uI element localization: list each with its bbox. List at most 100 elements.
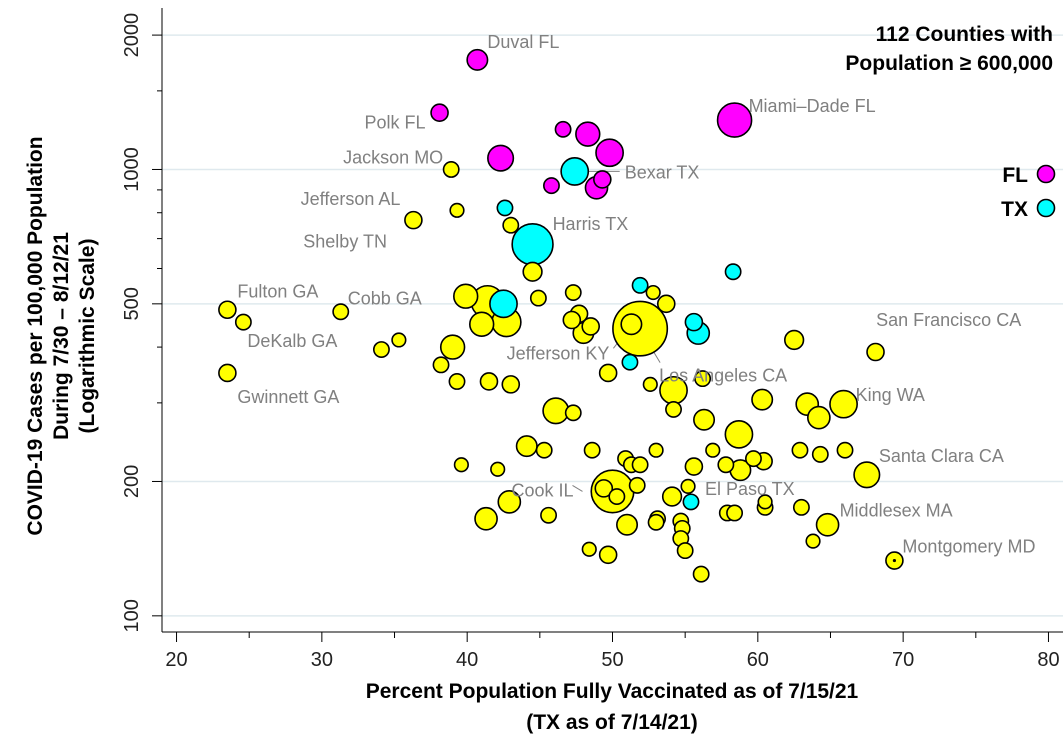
- point-el-paso-tx: [682, 493, 700, 511]
- label-san-francisco-ca: San Francisco CA: [876, 310, 1021, 330]
- point-other: [807, 405, 831, 430]
- point-other: [515, 435, 538, 458]
- label-jackson-mo: Jackson MO: [343, 147, 443, 167]
- label-jefferson-al: Jefferson AL: [301, 189, 401, 209]
- point-santa-clara-ca: [853, 461, 881, 489]
- point-other: [453, 457, 469, 473]
- point-other: [598, 363, 618, 383]
- chart-title: 112 Counties with Population ≥ 600,000: [845, 23, 1053, 75]
- point-other: [792, 498, 810, 516]
- label-polk-fl: Polk FL: [365, 113, 426, 133]
- point-other: [448, 373, 466, 390]
- point-other: [665, 400, 682, 418]
- point-other: [642, 376, 658, 392]
- point-bexar-tx: [560, 157, 590, 186]
- point-other: [501, 375, 521, 394]
- label-santa-clara-ca: Santa Clara CA: [879, 446, 1004, 466]
- label-jefferson-ky: Jefferson KY: [507, 343, 610, 363]
- legend: FL TX: [1001, 164, 1056, 221]
- point-other: [680, 478, 696, 494]
- point-other: [791, 441, 809, 459]
- point-other: [661, 486, 683, 507]
- point-tx: [724, 263, 742, 281]
- label-los-angeles-ca: Los Angeles CA: [659, 366, 787, 386]
- point-fulton-ga: [218, 300, 237, 320]
- point-other: [564, 404, 582, 422]
- point-other: [432, 356, 450, 374]
- point-other: [757, 494, 773, 510]
- gridlines: [162, 34, 1063, 617]
- label-bexar-tx: Bexar TX: [625, 162, 700, 182]
- point-other: [647, 513, 665, 531]
- point-jackson-mo: [442, 161, 460, 178]
- point-other: [598, 545, 618, 565]
- legend-label-tx: TX: [1001, 198, 1028, 221]
- label-fulton-ga: Fulton GA: [237, 282, 318, 302]
- point-other: [805, 533, 821, 549]
- point-other: [522, 261, 543, 282]
- point-middlesex-ma: [815, 512, 840, 537]
- point-other: [608, 488, 626, 506]
- legend-swatch-fl: [1036, 164, 1056, 184]
- point-other: [717, 456, 735, 474]
- point-san-francisco-ca: [784, 329, 805, 351]
- point-polk-fl: [430, 103, 449, 123]
- point-other: [745, 450, 762, 468]
- point-other: [594, 479, 614, 498]
- x-tick-label-40: 40: [456, 649, 478, 671]
- point-other: [583, 441, 601, 459]
- point-fl: [543, 177, 560, 195]
- point-king-wa: [829, 389, 858, 419]
- y-tick-label-2000: 2000: [121, 13, 143, 58]
- point-other: [372, 341, 390, 358]
- point-other: [648, 442, 664, 458]
- point-gwinnett-ga: [218, 363, 237, 383]
- point-dekalb-ga: [234, 313, 252, 331]
- label-middlesex-ma: Middlesex MA: [840, 501, 953, 521]
- point-harris-tx: [511, 223, 554, 266]
- montgomery-md-center-dot: [892, 558, 897, 563]
- point-fl: [575, 121, 601, 147]
- point-cobb-ga: [332, 303, 350, 321]
- x-axis-title: Percent Population Fully Vaccinated as o…: [366, 680, 859, 734]
- label-cobb-ga: Cobb GA: [348, 289, 422, 309]
- point-other: [469, 311, 495, 337]
- point-other: [656, 294, 676, 314]
- point-fl: [595, 138, 624, 168]
- point-other: [581, 541, 597, 557]
- label-duval-fl: Duval FL: [487, 32, 559, 52]
- point-other: [542, 397, 570, 425]
- point-tx: [489, 289, 518, 319]
- y-axis-title-line-3: (Logarithmic Scale): [76, 239, 99, 434]
- point-other: [726, 504, 744, 522]
- x-tick-label-30: 30: [311, 649, 333, 671]
- point-other: [535, 441, 553, 459]
- legend-label-fl: FL: [1002, 164, 1028, 187]
- point-other: [645, 284, 661, 301]
- leader-los-angeles-ca: [653, 352, 661, 363]
- point-other: [705, 442, 721, 458]
- y-tick-label-1000: 1000: [121, 147, 143, 192]
- point-jefferson-al: [404, 210, 423, 230]
- y-axis-title: COVID-19 Cases per 100,000 Population Du…: [24, 136, 99, 535]
- x-tick-label-50: 50: [601, 649, 623, 671]
- chart-title-line-1: 112 Counties with: [876, 23, 1053, 46]
- chart-title-line-2: Population ≥ 600,000: [845, 52, 1053, 75]
- label-el-paso-tx: El Paso TX: [705, 479, 795, 499]
- point-other: [502, 216, 520, 234]
- point-miami-dade-fl: [716, 102, 753, 138]
- point-fl: [554, 120, 572, 138]
- x-axis-title-line-2: (TX as of 7/14/21): [526, 711, 698, 734]
- point-fl: [593, 170, 612, 189]
- x-tick-label-70: 70: [892, 649, 914, 671]
- label-montgomery-md: Montgomery MD: [902, 537, 1035, 557]
- label-harris-tx: Harris TX: [553, 214, 629, 234]
- point-other: [479, 372, 499, 391]
- point-other: [694, 370, 712, 388]
- legend-swatch-tx: [1036, 198, 1056, 218]
- point-other: [631, 456, 649, 474]
- point-other: [616, 513, 639, 536]
- point-tx: [684, 312, 704, 332]
- label-gwinnett-ga: Gwinnett GA: [237, 387, 339, 407]
